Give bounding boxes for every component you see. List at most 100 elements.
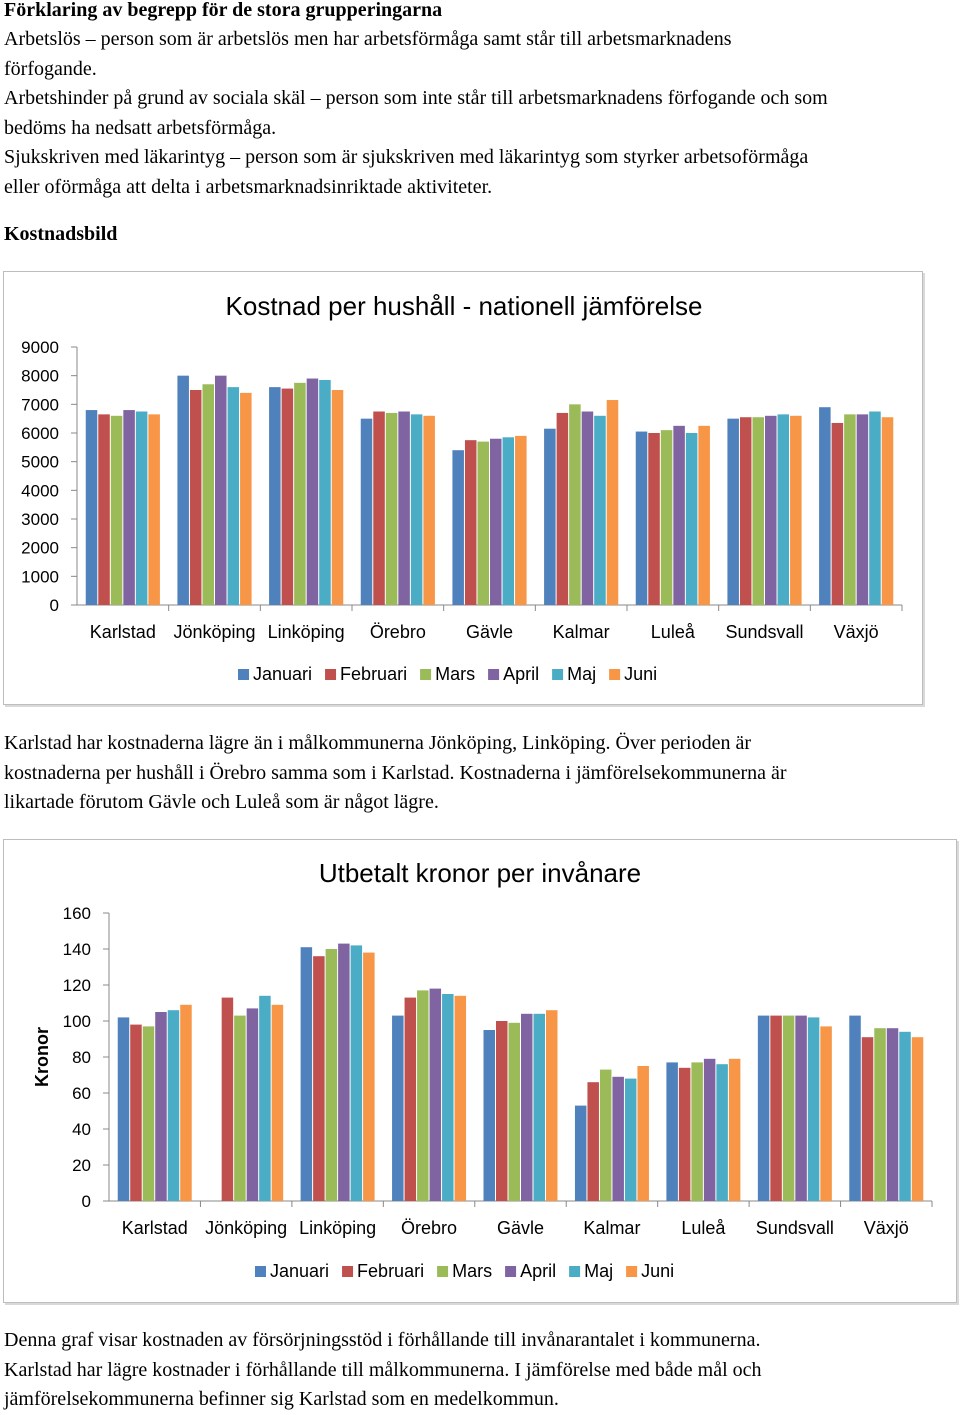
bar-vaxjo-mars — [844, 414, 856, 605]
y-tick-label: 160 — [63, 904, 91, 923]
bar-linkoping-maj — [319, 379, 331, 605]
x-tick-label: Örebro — [370, 622, 426, 642]
bar-sundsvall-februari — [770, 1015, 782, 1201]
bar-linkoping-april — [306, 378, 319, 605]
cost-per-household-svg: Kostnad per hushåll - nationell jämförel… — [21, 291, 903, 684]
bar-jonkoping-februari — [189, 390, 202, 605]
bar-sundsvall-mars — [782, 1015, 795, 1201]
bar-lulea-april — [673, 425, 685, 605]
bar-orebro-februari — [404, 997, 417, 1201]
legend-label-maj: Maj — [567, 664, 596, 684]
bar-gavle-mars — [508, 1022, 520, 1201]
bar-gavle-mars — [477, 441, 489, 605]
definition-line: Arbetshinder på grund av sociala skäl – … — [4, 87, 828, 109]
bar-vaxjo-januari — [849, 1015, 861, 1201]
bar-lulea-juni — [728, 1058, 741, 1201]
y-tick-label: 60 — [72, 1084, 91, 1103]
bar-linkoping-januari — [269, 387, 281, 605]
bar-vaxjo-april — [856, 414, 869, 605]
bar-vaxjo-januari — [819, 407, 831, 605]
legend-label-februari: Februari — [357, 1261, 424, 1281]
legend-swatch-februari — [325, 669, 337, 680]
x-tick-label: Sundsvall — [725, 622, 803, 642]
x-tick-label: Linköping — [268, 622, 345, 642]
x-tick-label: Växjö — [864, 1218, 909, 1238]
bar-sundsvall-maj — [807, 1017, 820, 1201]
bar-vaxjo-juni — [881, 417, 894, 605]
paragraph-line: Karlstad har lägre kostnader i förhållan… — [4, 1358, 762, 1381]
x-tick-label: Växjö — [834, 622, 879, 642]
bar-linkoping-februari — [281, 388, 294, 605]
definition-line: förfogande. — [4, 57, 97, 80]
x-tick-label: Örebro — [401, 1218, 457, 1238]
bar-sundsvall-mars — [752, 417, 764, 605]
bar-lulea-januari — [666, 1062, 678, 1201]
bar-sundsvall-januari — [757, 1015, 770, 1201]
y-tick-label: 100 — [63, 1012, 91, 1031]
bar-gavle-februari — [464, 440, 477, 605]
legend-swatch-juni — [626, 1266, 638, 1277]
bar-karlstad-januari — [85, 410, 98, 605]
x-tick-label: Jönköping — [205, 1218, 287, 1238]
y-tick-label: 3000 — [21, 510, 59, 529]
bar-jonkoping-maj — [259, 995, 271, 1201]
bar-kalmar-april — [612, 1076, 624, 1201]
paid-per-inhabitant-svg: Utbetalt kronor per invånare 0 20 40 60 80 100… — [32, 858, 933, 1281]
y-tick-label: 0 — [50, 596, 59, 615]
bar-linkoping-april — [338, 943, 350, 1201]
legend-swatch-januari — [255, 1266, 266, 1277]
bar-gavle-maj — [502, 437, 515, 605]
bar-jonkoping-mars — [234, 1015, 246, 1201]
bar-karlstad-maj — [167, 1010, 180, 1201]
bar-vaxjo-april — [886, 1028, 899, 1201]
bar-linkoping-mars — [325, 949, 338, 1201]
x-tick-label: Karlstad — [90, 622, 156, 642]
legend-swatch-mars — [420, 669, 432, 680]
bar-sundsvall-maj — [777, 414, 790, 605]
y-tick-label: 9000 — [21, 338, 59, 357]
bar-gavle-januari — [483, 1030, 496, 1201]
chart-title: Kostnad per hushåll - nationell jämförel… — [226, 291, 703, 321]
bar-karlstad-februari — [130, 1024, 142, 1201]
bar-gavle-januari — [452, 450, 464, 605]
bar-karlstad-april — [155, 1012, 167, 1201]
bar-lulea-mars — [660, 430, 673, 605]
bar-lulea-juni — [698, 425, 710, 605]
legend-label-mars: Mars — [435, 664, 475, 684]
x-tick-label: Jönköping — [173, 622, 255, 642]
bar-sundsvall-juni — [820, 1026, 832, 1201]
y-tick-label: 5000 — [21, 453, 59, 472]
legend-swatch-mars — [437, 1266, 449, 1277]
definitions-section: Förklaring av begrepp för de stora grupp… — [4, 0, 954, 202]
bar-gavle-juni — [515, 435, 527, 605]
bar-vaxjo-mars — [874, 1028, 886, 1201]
y-tick-label: 8000 — [21, 367, 59, 386]
legend-label-juni: Juni — [624, 664, 657, 684]
bar-sundsvall-april — [765, 415, 777, 605]
definition-line: bedöms ha nedsatt arbetsförmåga. — [4, 116, 277, 139]
definition-line: Sjukskriven med läkarintyg – person som … — [4, 146, 809, 168]
y-axis-label: Kronor — [32, 1027, 52, 1087]
bar-gavle-april — [521, 1013, 533, 1201]
bar-karlstad-mars — [142, 1026, 155, 1201]
bar-karlstad-januari — [117, 1017, 130, 1201]
x-tick-label: Karlstad — [122, 1218, 188, 1238]
bar-sundsvall-april — [795, 1015, 807, 1201]
bar-lulea-maj — [716, 1064, 728, 1201]
legend-swatch-maj — [569, 1266, 581, 1277]
section-heading: Kostnadsbild — [4, 223, 118, 245]
paragraph-1: Karlstad har kostnaderna lägre än i målk… — [4, 729, 954, 818]
bar-orebro-juni — [454, 995, 467, 1201]
legend-label-maj: Maj — [584, 1261, 613, 1281]
bar-linkoping-februari — [313, 956, 325, 1201]
bar-jonkoping-april — [215, 375, 227, 605]
bar-karlstad-februari — [98, 414, 110, 605]
bar-sundsvall-juni — [790, 415, 802, 605]
legend-label-juni: Juni — [641, 1261, 674, 1281]
legend-label-januari: Januari — [270, 1261, 329, 1281]
cost-per-household-chart: Kostnad per hushåll - nationell jämförel… — [3, 271, 923, 705]
paragraph-line: likartade förutom Gävle och Luleå som är… — [4, 791, 439, 813]
legend-swatch-april — [505, 1266, 517, 1277]
bar-lulea-april — [703, 1058, 716, 1201]
legend-label-februari: Februari — [340, 664, 407, 684]
